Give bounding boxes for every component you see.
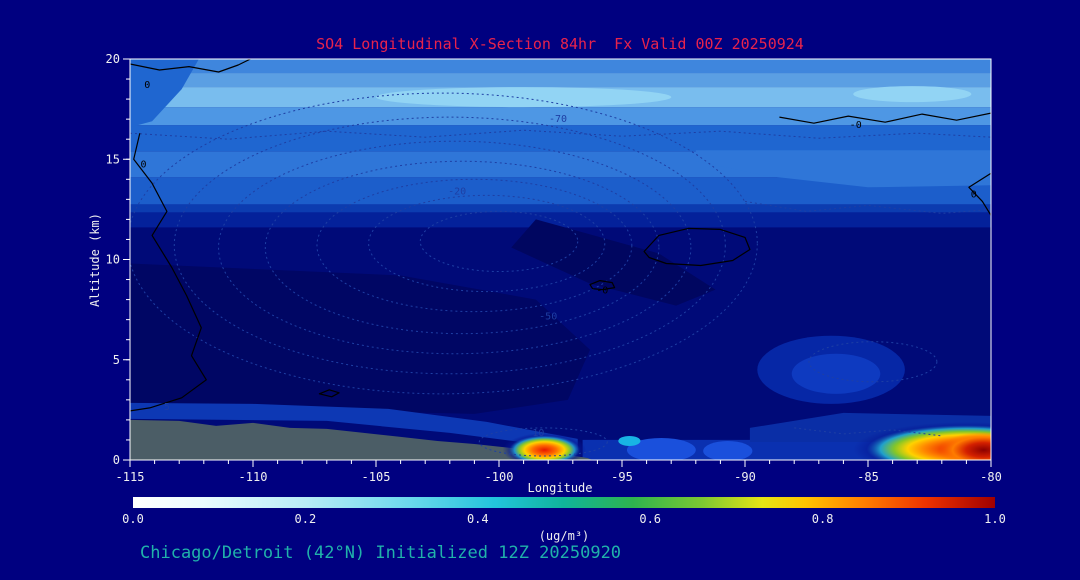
zero-contour-line xyxy=(318,389,340,398)
dotted-contour-ring xyxy=(316,178,633,313)
contour-patch xyxy=(853,86,972,103)
dotted-contour-ring xyxy=(218,140,692,355)
contour-patch xyxy=(618,435,641,446)
x-tick-label: -85 xyxy=(857,470,879,484)
x-tick-label: -95 xyxy=(611,470,633,484)
dotted-contour-ring xyxy=(264,160,660,335)
zero-contour-line xyxy=(968,172,991,216)
dotted-contour-line xyxy=(744,200,991,214)
colorbar-tick-label: 0.6 xyxy=(639,512,661,526)
contour-band xyxy=(130,107,991,126)
so4-hotspot xyxy=(939,431,991,460)
contour-band xyxy=(130,204,991,213)
contour-patch xyxy=(626,437,696,460)
contour-label: -0 xyxy=(850,120,862,131)
colorbar-tick-label: 0.0 xyxy=(122,512,144,526)
contour-label: 10 xyxy=(532,428,544,439)
zero-contour-line xyxy=(130,133,207,412)
dotted-contour-ring xyxy=(368,194,606,293)
contour-label: 0 xyxy=(141,159,147,170)
contour-band xyxy=(130,125,991,152)
contour-patch xyxy=(703,440,753,460)
colorbar xyxy=(133,497,995,508)
dotted-contour-ring xyxy=(478,427,608,457)
zero-contour-line xyxy=(779,112,991,124)
plot-area: -70 -20 -50 10 5 0 0 -0 0 -0 xyxy=(130,59,991,460)
zero-contour-line xyxy=(589,280,616,291)
contour-label: -50 xyxy=(539,312,557,323)
contour-label: 0 xyxy=(971,189,977,200)
x-tick-label: -80 xyxy=(980,470,1002,484)
dotted-contour-ring xyxy=(808,341,938,383)
colorbar-label: (ug/m³) xyxy=(539,529,590,543)
dotted-contour-ring xyxy=(419,210,579,273)
contour-label: -70 xyxy=(549,114,567,125)
contour-label: -20 xyxy=(448,186,466,197)
contour-band xyxy=(130,212,991,228)
colorbar-tick-label: 0.8 xyxy=(812,512,834,526)
dotted-contour-ring xyxy=(173,116,726,375)
contour-label: 0 xyxy=(144,80,150,91)
dark-top-left xyxy=(130,59,199,128)
contour-band xyxy=(130,59,991,74)
chart-text-layer: SO4 Longitudinal X-Section 84hr Fx Valid… xyxy=(88,35,804,563)
y-tick-label: 5 xyxy=(113,353,120,367)
zero-contour-line xyxy=(643,227,751,267)
x-tick-label: -90 xyxy=(734,470,756,484)
colorbar-tick-label: 0.2 xyxy=(295,512,317,526)
y-tick-label: 0 xyxy=(113,453,120,467)
contour-label: -0 xyxy=(596,286,608,297)
colorbar-tick-label: 1.0 xyxy=(984,512,1006,526)
light-dip-right xyxy=(695,150,991,188)
x-tick-label: -115 xyxy=(116,470,145,484)
terrain-profile xyxy=(130,419,593,460)
contour-band xyxy=(130,73,991,88)
contour-label: 5 xyxy=(164,402,170,413)
y-tick-label: 20 xyxy=(106,52,120,66)
caption: Chicago/Detroit (42°N) Initialized 12Z 2… xyxy=(140,543,621,563)
so4-hotspot xyxy=(502,432,587,460)
left-low-band xyxy=(130,402,578,450)
zero-contour-line xyxy=(130,59,251,73)
x-tick-label: -100 xyxy=(485,470,514,484)
dark-diagonal xyxy=(511,219,716,306)
x-tick-label: -110 xyxy=(239,470,268,484)
x-tick-label: -105 xyxy=(362,470,391,484)
y-axis-label: Altitude (km) xyxy=(88,213,102,307)
y-tick-label: 10 xyxy=(106,253,120,267)
colorbar-tick-label: 0.4 xyxy=(467,512,489,526)
x-axis-label: Longitude xyxy=(527,481,592,495)
dotted-contour-ring xyxy=(130,92,758,395)
dark-bowl xyxy=(130,263,590,414)
chart-title: SO4 Longitudinal X-Section 84hr Fx Valid… xyxy=(316,35,804,53)
contour-patch xyxy=(791,353,881,394)
y-tick-label: 15 xyxy=(106,152,120,166)
contour-patch xyxy=(375,87,672,108)
